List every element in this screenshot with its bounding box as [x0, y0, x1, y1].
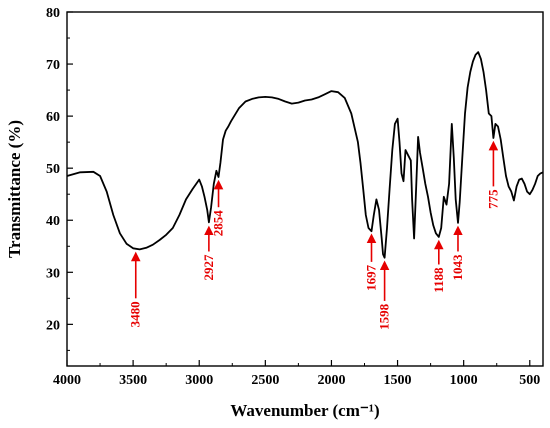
y-tick-label: 60	[46, 110, 60, 125]
annotation-group: 3480 2927 2854 1697 1598 1188 1043 775	[128, 140, 500, 330]
peak-label: 1188	[431, 267, 446, 293]
peak-label: 1043	[450, 254, 465, 281]
y-tick-label: 80	[46, 6, 60, 21]
y-tick-label: 20	[46, 318, 60, 333]
y-axis-title: Transmittance (%)	[5, 120, 24, 258]
peak-label: 775	[485, 189, 500, 209]
peak-label: 2854	[211, 210, 226, 237]
peak-label: 1697	[364, 264, 379, 291]
x-tick-label: 4000	[53, 373, 81, 388]
plot-border	[66, 11, 544, 367]
spectrum-line	[66, 51, 544, 259]
peak-label: 2927	[201, 254, 216, 281]
x-tick-label: 3000	[185, 373, 213, 388]
y-tick-label: 50	[46, 162, 60, 177]
axis-ticks: 4000 3500 3000 2500 2000 1500 1000 500 20 30 40 50 6…	[46, 6, 540, 388]
y-tick-label: 70	[46, 58, 60, 73]
peak-label: 1598	[377, 303, 392, 330]
plot-frame	[66, 11, 544, 367]
y-tick-label: 30	[46, 266, 60, 281]
x-tick-label: 1500	[384, 373, 412, 388]
series-group	[66, 51, 544, 259]
y-tick-label: 40	[46, 214, 60, 229]
x-tick-label: 2000	[317, 373, 345, 388]
x-tick-label: 1000	[450, 373, 478, 388]
peak-label: 3480	[128, 301, 143, 327]
x-tick-label: 500	[519, 373, 540, 388]
x-tick-label: 2500	[251, 373, 279, 388]
x-tick-label: 3500	[119, 373, 147, 388]
x-axis-title: Wavenumber (cm⁻¹)	[230, 401, 379, 420]
